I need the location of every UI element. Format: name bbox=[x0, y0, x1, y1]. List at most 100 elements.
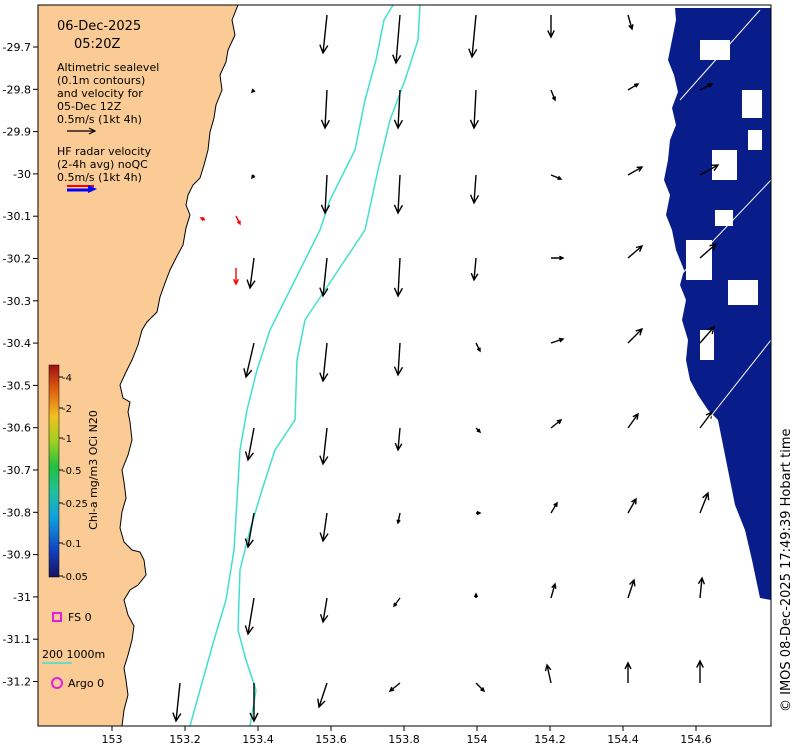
velocity-arrow bbox=[550, 582, 557, 599]
y-tick-label: -30 bbox=[13, 168, 31, 181]
colorbar-tick-label: -0.1 bbox=[62, 539, 82, 550]
velocity-arrow bbox=[544, 663, 552, 684]
velocity-arrow bbox=[699, 491, 710, 514]
velocity-arrow bbox=[235, 215, 241, 226]
velocity-arrow bbox=[251, 174, 256, 180]
y-tick-label: -31 bbox=[13, 591, 31, 604]
x-tick-label: 154.6 bbox=[680, 733, 712, 746]
legend-altimetry-line: Altimetric sealevel bbox=[57, 61, 159, 74]
y-tick-label: -30.7 bbox=[3, 464, 31, 477]
legend-radar: HF radar velocity (2-4h avg) noQC 0.5m/s… bbox=[57, 145, 152, 193]
cloud-streaks bbox=[675, 9, 771, 431]
velocity-arrow bbox=[317, 682, 328, 709]
colorbar-tick-label: -0.25 bbox=[62, 499, 88, 510]
colorbar-tick-label: -2 bbox=[62, 404, 72, 415]
legend-altimetry-line: 0.5m/s (1kt 4h) bbox=[57, 113, 142, 126]
velocity-arrow bbox=[393, 597, 401, 608]
colorbar-tick-label: -0.05 bbox=[62, 572, 88, 583]
velocity-arrow bbox=[627, 83, 640, 91]
y-tick-label: -30.3 bbox=[3, 295, 31, 308]
y-tick-label: -31.2 bbox=[3, 676, 31, 689]
velocity-arrow bbox=[550, 419, 563, 429]
y-tick-label: -30.4 bbox=[3, 337, 31, 350]
velocity-arrow bbox=[550, 501, 558, 514]
colorbar: -4 -2 -1 -0.5 -0.25 -0.1 -0.05 Chl-a mg/m3 OCi… bbox=[48, 364, 100, 583]
colorbar-tick-label: -4 bbox=[62, 373, 72, 384]
colorbar-tick-label: -1 bbox=[62, 434, 72, 445]
velocity-arrow bbox=[319, 257, 329, 298]
velocity-arrow bbox=[627, 412, 639, 429]
colorbar-tick-label: -0.5 bbox=[62, 466, 82, 477]
colorbar-label: Chl-a mg/m3 OCi N20 bbox=[87, 410, 100, 530]
velocity-arrow bbox=[394, 427, 403, 452]
velocity-arrow bbox=[393, 89, 404, 130]
velocity-arrow bbox=[243, 342, 255, 379]
legend-radar-arrow-icon bbox=[67, 185, 97, 193]
fs-legend: FS 0 bbox=[52, 611, 92, 624]
velocity-arrow bbox=[250, 88, 256, 94]
depth-label: 200 1000m bbox=[42, 648, 105, 661]
legend-arrow-icon bbox=[67, 127, 97, 135]
velocity-arrow bbox=[627, 327, 644, 344]
velocity-arrow bbox=[320, 174, 331, 215]
velocity-arrow bbox=[320, 89, 331, 130]
y-tick-label: -30.1 bbox=[3, 210, 31, 223]
velocity-arrow bbox=[393, 257, 404, 298]
velocity-arrow bbox=[699, 83, 714, 91]
velocity-arrow bbox=[699, 242, 718, 259]
x-tick-label: 153.2 bbox=[169, 733, 201, 746]
hf-radar-arrows bbox=[199, 215, 241, 286]
velocity-arrow bbox=[469, 89, 480, 130]
fs-marker-icon bbox=[52, 612, 62, 622]
sealevel-contour-east bbox=[237, 5, 421, 726]
velocity-arrow bbox=[392, 14, 402, 65]
velocity-arrow bbox=[244, 512, 255, 549]
depth-legend: 200 1000m bbox=[42, 648, 105, 664]
fs-label: FS 0 bbox=[68, 611, 92, 624]
argo-legend: Argo 0 bbox=[51, 677, 104, 690]
velocity-arrow bbox=[475, 427, 482, 434]
y-tick-label: -29.7 bbox=[3, 41, 31, 54]
x-tick-label: 153.4 bbox=[242, 733, 274, 746]
velocity-arrow bbox=[246, 257, 256, 290]
y-axis: -29.7 -29.8 -29.9 -30 -30.1 -30.2 -30.3 -30.4 -3… bbox=[3, 41, 38, 689]
cloud-mask bbox=[664, 8, 771, 600]
colorbar-gradient bbox=[48, 364, 60, 578]
velocity-arrow bbox=[627, 166, 644, 176]
x-tick-label: 154.2 bbox=[534, 733, 566, 746]
argo-label: Argo 0 bbox=[68, 677, 104, 690]
velocity-arrow bbox=[696, 659, 704, 683]
velocity-arrow bbox=[319, 342, 329, 383]
velocity-arrow bbox=[473, 592, 479, 598]
credit-text: © IMOS 08-Dec-2025 17:49:39 Hobart time bbox=[779, 428, 794, 712]
velocity-arrow bbox=[551, 255, 565, 261]
velocity-arrow bbox=[624, 661, 632, 683]
legend-radar-line: HF radar velocity bbox=[57, 145, 152, 158]
title-time: 05:20Z bbox=[74, 37, 120, 52]
y-tick-label: -30.5 bbox=[3, 379, 31, 392]
legend-altimetry-line: 05-Dec 12Z bbox=[57, 100, 122, 113]
x-tick-label: 153.6 bbox=[315, 733, 347, 746]
velocity-arrow bbox=[319, 427, 329, 466]
velocity-arrow bbox=[699, 164, 720, 176]
velocity-arrow bbox=[468, 14, 478, 59]
velocity-arrow bbox=[232, 268, 240, 286]
y-tick-label: -30.8 bbox=[3, 506, 31, 519]
y-tick-label: -30.6 bbox=[3, 422, 31, 435]
x-tick-label: 154.4 bbox=[607, 733, 639, 746]
x-axis: 153 153.2 153.4 153.6 153.8 154 154.2 154.4 154.… bbox=[102, 726, 712, 746]
velocity-arrow bbox=[393, 174, 404, 215]
y-tick-label: -29.8 bbox=[3, 83, 31, 96]
legend-radar-line: (2-4h avg) noQC bbox=[57, 158, 148, 171]
altimetry-velocity-arrows bbox=[172, 14, 720, 723]
legend-altimetry-line: and velocity for bbox=[57, 87, 143, 100]
velocity-arrow bbox=[550, 337, 565, 344]
y-tick-label: -30.9 bbox=[3, 549, 31, 562]
velocity-arrow bbox=[476, 510, 482, 516]
y-tick-label: -31.1 bbox=[3, 633, 31, 646]
velocity-arrow bbox=[249, 683, 259, 723]
velocity-arrow bbox=[699, 325, 716, 344]
legend-radar-line: 0.5m/s (1kt 4h) bbox=[57, 171, 142, 184]
x-tick-label: 153.8 bbox=[388, 733, 420, 746]
velocity-arrow bbox=[550, 174, 563, 180]
